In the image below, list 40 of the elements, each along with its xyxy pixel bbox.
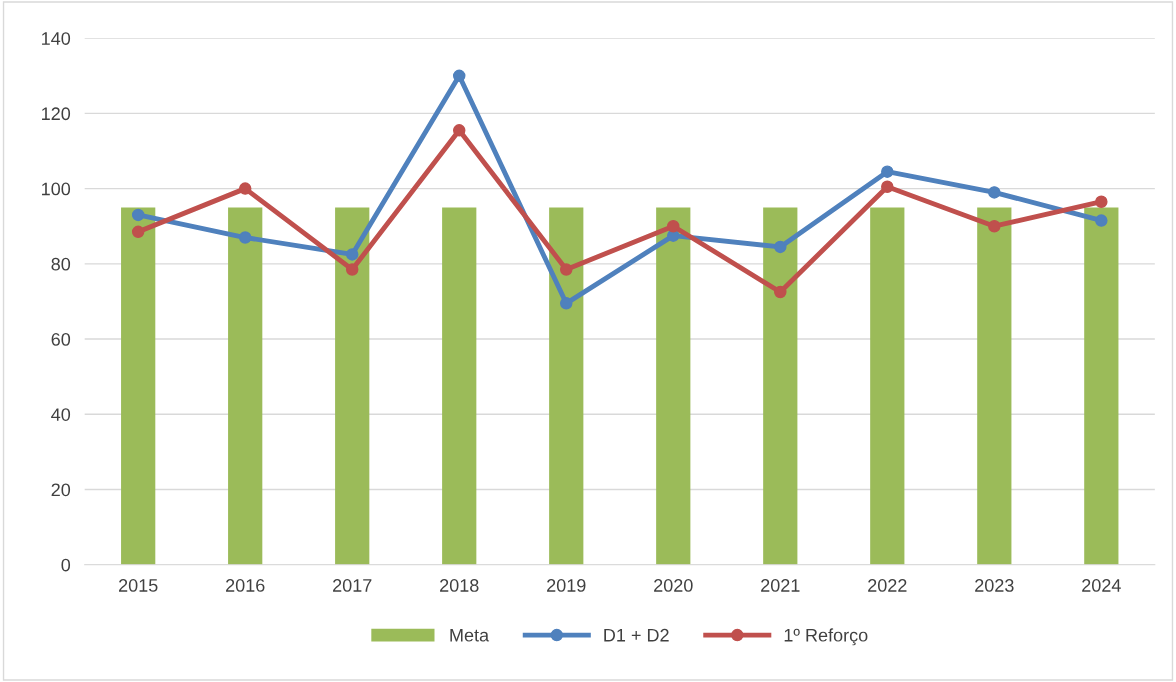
point: [774, 285, 787, 299]
legend-label: Meta: [450, 628, 490, 642]
point: [452, 124, 466, 137]
point: [559, 297, 573, 310]
point: [559, 263, 573, 276]
x-tick-label: 2016: [226, 579, 265, 592]
y-tick-label: 100: [42, 182, 71, 196]
y-tick-label: 60: [51, 332, 71, 346]
x-tick-label: 2022: [868, 579, 907, 592]
point: [881, 165, 894, 178]
x-tick-label: 2018: [440, 579, 479, 592]
legend-label: 1º Reforço: [784, 628, 868, 646]
legend-label: D1 + D2: [604, 628, 669, 642]
y-tick-label: 140: [42, 32, 71, 45]
point: [345, 248, 359, 261]
point: [345, 263, 359, 276]
y-tick-label: 40: [51, 408, 71, 421]
x-tick-label: 2024: [1082, 579, 1121, 592]
point: [452, 69, 466, 83]
x-tick-label: 2017: [333, 579, 372, 592]
x-tick-label: 2015: [119, 579, 158, 592]
point: [238, 231, 252, 244]
x-tick-label: 2019: [547, 579, 586, 592]
point: [131, 225, 145, 239]
point: [1095, 214, 1108, 227]
point: [238, 182, 252, 195]
y-tick-label: 120: [42, 107, 71, 121]
point: [131, 208, 145, 222]
point: [988, 186, 1001, 199]
y-tick-label: 80: [51, 257, 71, 271]
x-tick-label: 2021: [761, 579, 800, 592]
point: [881, 180, 894, 193]
x-tick-label: 2023: [975, 579, 1014, 592]
point: [774, 240, 787, 254]
x-tick-label: 2020: [654, 579, 693, 592]
y-tick-label: 0: [61, 558, 71, 572]
y-tick-label: 20: [51, 483, 71, 497]
point: [988, 219, 1001, 233]
point: [1095, 195, 1108, 209]
point: [667, 219, 680, 233]
